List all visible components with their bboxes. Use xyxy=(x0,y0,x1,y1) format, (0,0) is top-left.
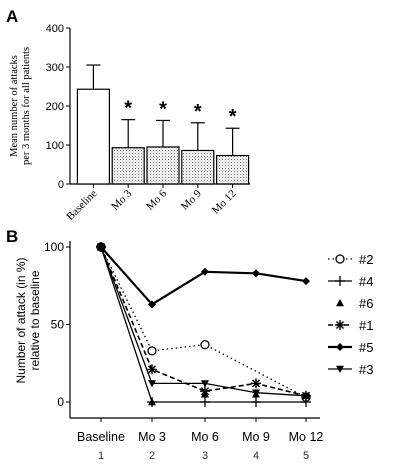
legend-item: #4 xyxy=(328,274,373,289)
series-line xyxy=(100,246,307,306)
x-tick-label: Mo 9 xyxy=(242,430,270,444)
bar xyxy=(181,149,215,185)
marker-diamond xyxy=(201,267,209,276)
bar xyxy=(111,147,145,185)
y-tick-label: 100 xyxy=(44,240,64,254)
legend-label: #1 xyxy=(359,318,373,333)
marker-plus xyxy=(251,397,261,407)
legend-label: #5 xyxy=(359,340,373,355)
bar xyxy=(76,88,111,185)
panel-b-label: B xyxy=(6,227,18,246)
panel-a-label: A xyxy=(6,7,18,26)
marker-diamond xyxy=(148,300,156,309)
marker-triangle-down xyxy=(148,380,156,388)
marker-diamond xyxy=(252,269,260,278)
panel-b-y-axis-label: Number of attack (in %) relative to basel… xyxy=(14,257,42,383)
panel-b-axes: 0 50 100 Baseline 1 Mo 3 2 Mo 6 3 Mo 9 4 Mo 12 5 xyxy=(44,240,323,462)
legend-item: #2 xyxy=(328,252,373,267)
legend-label: #3 xyxy=(359,362,373,377)
legend-item: #3 xyxy=(328,362,373,377)
y-tick-label: 400 xyxy=(46,23,64,35)
x-tick-label: Mo 3 xyxy=(138,430,166,444)
x-number-label: 3 xyxy=(202,450,208,462)
marker-triangle-down xyxy=(97,243,105,251)
marker-open-circle xyxy=(335,254,345,264)
legend-label: #4 xyxy=(359,274,373,289)
y-tick-label: 50 xyxy=(51,318,65,332)
marker-triangle-down xyxy=(336,365,344,373)
y-tick-label: 0 xyxy=(58,179,64,191)
marker-asterisk xyxy=(335,320,345,330)
panel-a: A Mean number of attacks per 3 months for… xyxy=(6,7,250,223)
legend-label: #2 xyxy=(359,252,373,267)
x-number-label: 4 xyxy=(253,450,259,462)
series-line xyxy=(100,246,307,397)
marker-triangle-up xyxy=(148,398,156,406)
x-number-label: 5 xyxy=(303,450,309,462)
panel-b: B Number of attack (in %) relative to bas… xyxy=(6,227,373,462)
marker-triangle-up xyxy=(336,299,344,307)
y-axis-label-line: Mean number of attacks xyxy=(9,55,20,157)
panel-a-y-axis-label: Mean number of attacks per 3 months for a… xyxy=(9,47,32,165)
x-number-label: 2 xyxy=(149,450,155,462)
x-tick-label: Mo 12 xyxy=(289,430,324,444)
significance-label: * xyxy=(124,98,132,120)
legend-item: #6 xyxy=(336,296,373,311)
panel-a-axes: 0 100 200 300 400 Baseline Mo 3 Mo 6 Mo 9 Mo 12 xyxy=(46,23,250,223)
significance-label: * xyxy=(159,98,167,120)
x-tick-label: Mo 3 xyxy=(109,187,134,212)
marker-triangle-down xyxy=(201,380,209,388)
bar xyxy=(216,154,250,185)
marker-plus xyxy=(200,397,210,407)
legend-item: #5 xyxy=(328,340,373,355)
y-axis-label-line: per 3 months for all patients xyxy=(21,47,32,165)
x-tick-label: Mo 6 xyxy=(144,187,169,212)
x-tick-label: Baseline xyxy=(64,188,99,223)
x-tick-label: Baseline xyxy=(77,430,125,444)
marker-open-circle xyxy=(147,346,157,356)
legend-item: #1 xyxy=(328,318,373,333)
marker-diamond xyxy=(302,277,310,286)
x-number-label: 1 xyxy=(98,450,104,462)
significance-label: * xyxy=(194,101,202,123)
marker-open-circle xyxy=(200,339,210,350)
marker-plus xyxy=(335,276,345,286)
series-#5 xyxy=(97,243,310,309)
legend-label: #6 xyxy=(359,296,373,311)
y-axis-label-line: Number of attack (in %) xyxy=(14,257,28,383)
y-tick-label: 100 xyxy=(46,140,64,152)
bar xyxy=(146,146,180,185)
marker-asterisk xyxy=(147,364,157,375)
panel-a-bars: * * * * xyxy=(76,64,250,185)
significance-label: * xyxy=(229,106,237,128)
y-tick-label: 0 xyxy=(57,395,64,409)
marker-triangle-down xyxy=(302,392,310,400)
y-tick-label: 300 xyxy=(46,62,64,74)
marker-asterisk xyxy=(200,386,210,397)
panel-b-series xyxy=(96,242,311,407)
y-tick-label: 200 xyxy=(46,101,64,113)
panel-b-legend: #2 #4 #6 #1 #5 #3 xyxy=(328,252,373,377)
x-tick-label: Mo 12 xyxy=(210,188,239,217)
x-tick-label: Mo 6 xyxy=(191,430,219,444)
series-line xyxy=(100,246,307,398)
y-axis-label-line: relative to baseline xyxy=(28,270,42,370)
marker-asterisk xyxy=(251,378,261,389)
series-#3 xyxy=(97,243,310,400)
marker-triangle-down xyxy=(252,389,260,397)
x-tick-label: Mo 9 xyxy=(179,187,204,212)
marker-diamond xyxy=(336,343,344,351)
